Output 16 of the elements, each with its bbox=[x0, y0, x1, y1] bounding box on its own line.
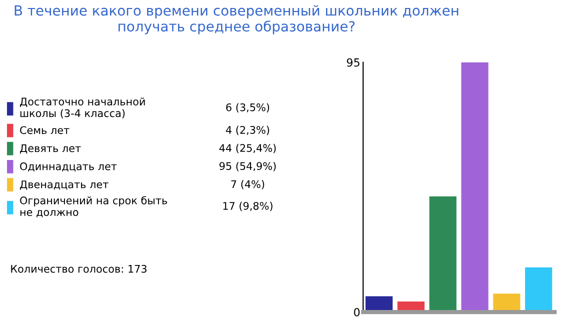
text: 17 (9,8%) bbox=[223, 202, 272, 212]
text: 6 (3,5%) bbox=[226, 103, 270, 112]
legend-label: Ограничений на срок быть не должно bbox=[20, 196, 168, 218]
y-tick-label: 95 bbox=[346, 58, 360, 67]
y-tick-label: 0 bbox=[354, 308, 360, 316]
legend-label: Семь лет bbox=[20, 126, 70, 134]
legend-label: Девять лет bbox=[20, 144, 81, 154]
legend-label: Одиннадцать лет bbox=[20, 162, 117, 172]
legend-label: Достаточно начальной школы (3-4 класса) bbox=[20, 97, 145, 118]
text: 95 (54,9%) bbox=[219, 162, 276, 172]
legend-label: Двенадцать лет bbox=[20, 180, 108, 190]
text: 7 (4%) bbox=[231, 180, 264, 190]
text: 44 (25,4%) bbox=[219, 144, 276, 154]
text: 4 (2,3%) bbox=[226, 126, 270, 136]
text: В течение какого времени совеременный школьник должен получать среднее образование? bbox=[14, 5, 458, 34]
text: Количество голосов: 173 bbox=[11, 264, 146, 273]
